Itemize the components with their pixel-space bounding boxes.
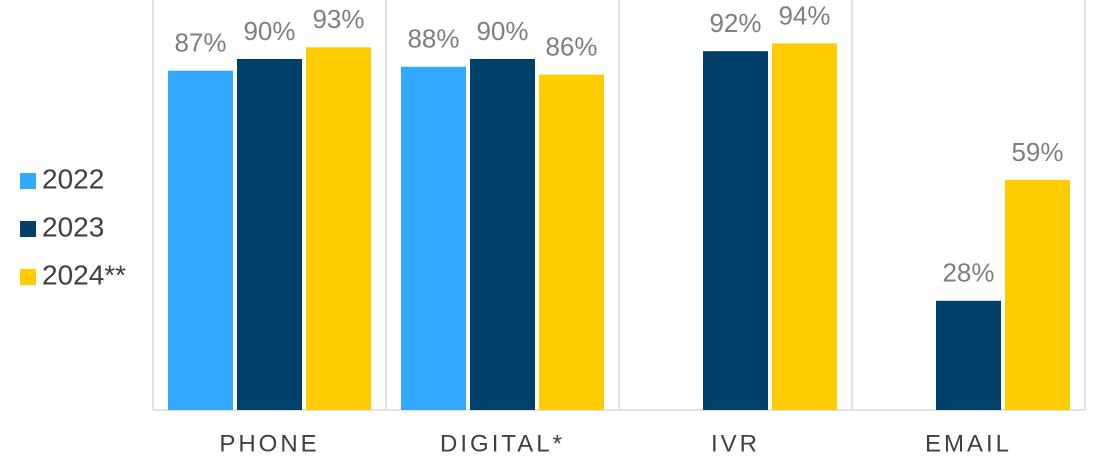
legend-label: 2024** [42, 259, 126, 290]
bar [539, 74, 604, 410]
value-label: 94% [778, 0, 830, 30]
bar [703, 51, 768, 410]
bar [401, 66, 466, 411]
legend-swatch [20, 173, 36, 189]
value-label: 28% [942, 258, 994, 288]
bar [237, 59, 302, 410]
bar [936, 300, 1001, 410]
bar [306, 47, 371, 411]
bar [772, 43, 837, 411]
x-tick-label: DIGITAL* [440, 430, 565, 457]
x-tick-label: EMAIL [925, 430, 1012, 457]
value-label: 88% [407, 24, 459, 54]
bar [470, 59, 535, 410]
value-label: 90% [476, 16, 528, 46]
value-label: 90% [243, 16, 295, 46]
value-label: 93% [312, 4, 364, 34]
value-label: 92% [709, 8, 761, 38]
x-tick-label: PHONE [219, 430, 319, 457]
legend-swatch [20, 269, 36, 285]
legend-swatch [20, 221, 36, 237]
value-label: 86% [545, 31, 597, 61]
bar [1005, 179, 1070, 410]
legend-label: 2022 [42, 163, 104, 194]
bar [168, 70, 233, 410]
value-label: 87% [174, 28, 226, 58]
legend-label: 2023 [42, 211, 104, 242]
x-tick-label: IVR [711, 430, 760, 457]
value-label: 59% [1011, 137, 1063, 167]
